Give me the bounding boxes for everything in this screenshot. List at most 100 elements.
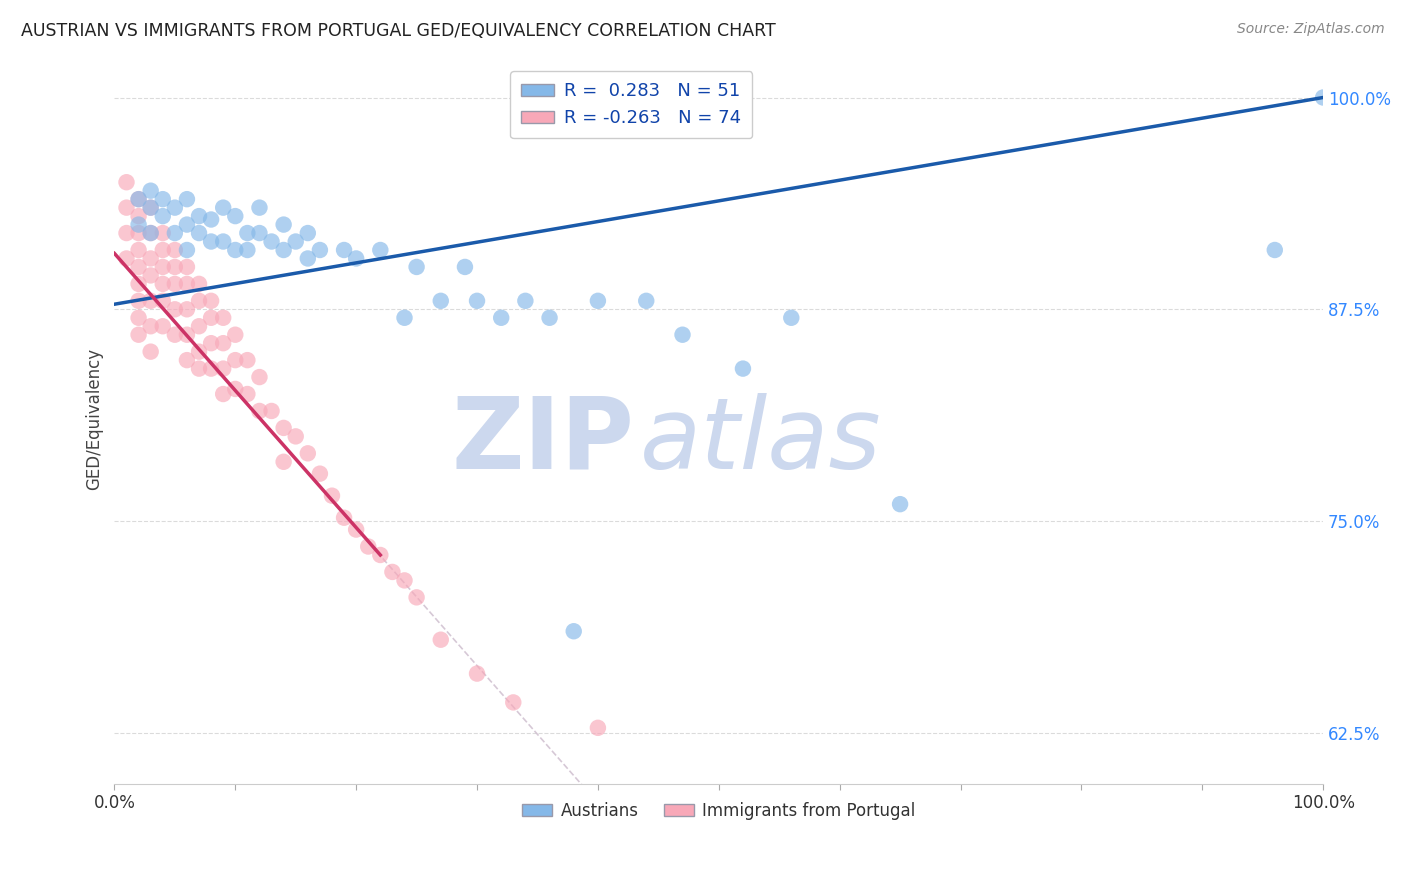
Point bbox=[636, 293, 658, 308]
Point bbox=[284, 429, 307, 443]
Point bbox=[163, 201, 186, 215]
Point bbox=[115, 226, 138, 240]
Point bbox=[394, 310, 416, 325]
Point bbox=[465, 666, 488, 681]
Point bbox=[139, 252, 162, 266]
Point bbox=[128, 310, 150, 325]
Point bbox=[333, 243, 356, 257]
Point bbox=[139, 226, 162, 240]
Point bbox=[249, 201, 271, 215]
Point bbox=[188, 361, 211, 376]
Point bbox=[224, 209, 246, 223]
Point bbox=[1312, 90, 1334, 104]
Point bbox=[176, 192, 198, 206]
Point bbox=[176, 260, 198, 274]
Point bbox=[224, 327, 246, 342]
Text: ZIP: ZIP bbox=[451, 392, 634, 490]
Point bbox=[297, 252, 319, 266]
Point bbox=[465, 293, 488, 308]
Point bbox=[889, 497, 911, 511]
Point bbox=[538, 310, 561, 325]
Point bbox=[152, 192, 174, 206]
Point bbox=[128, 226, 150, 240]
Point bbox=[152, 319, 174, 334]
Point bbox=[200, 293, 222, 308]
Point bbox=[394, 574, 416, 588]
Point bbox=[188, 319, 211, 334]
Point bbox=[128, 192, 150, 206]
Point bbox=[139, 226, 162, 240]
Legend: Austrians, Immigrants from Portugal: Austrians, Immigrants from Portugal bbox=[516, 795, 922, 826]
Point bbox=[273, 218, 295, 232]
Point bbox=[139, 344, 162, 359]
Point bbox=[309, 243, 332, 257]
Point bbox=[333, 510, 356, 524]
Point bbox=[249, 404, 271, 418]
Text: atlas: atlas bbox=[640, 392, 882, 490]
Point bbox=[1264, 243, 1286, 257]
Point bbox=[128, 327, 150, 342]
Point bbox=[586, 721, 609, 735]
Point bbox=[405, 591, 427, 605]
Point bbox=[321, 489, 343, 503]
Point bbox=[128, 218, 150, 232]
Point bbox=[188, 277, 211, 291]
Point bbox=[163, 243, 186, 257]
Point bbox=[405, 260, 427, 274]
Point bbox=[429, 293, 451, 308]
Point bbox=[176, 327, 198, 342]
Point bbox=[152, 277, 174, 291]
Point bbox=[212, 201, 235, 215]
Point bbox=[671, 327, 693, 342]
Point bbox=[188, 209, 211, 223]
Point bbox=[128, 209, 150, 223]
Point bbox=[212, 235, 235, 249]
Point bbox=[273, 455, 295, 469]
Point bbox=[344, 252, 367, 266]
Text: Source: ZipAtlas.com: Source: ZipAtlas.com bbox=[1237, 22, 1385, 37]
Point bbox=[139, 201, 162, 215]
Point bbox=[176, 277, 198, 291]
Point bbox=[309, 467, 332, 481]
Point bbox=[176, 243, 198, 257]
Point bbox=[176, 353, 198, 368]
Point bbox=[163, 226, 186, 240]
Point bbox=[139, 268, 162, 283]
Point bbox=[429, 632, 451, 647]
Point bbox=[115, 175, 138, 189]
Point bbox=[152, 293, 174, 308]
Point bbox=[163, 327, 186, 342]
Point bbox=[284, 235, 307, 249]
Point bbox=[370, 548, 392, 562]
Point bbox=[163, 302, 186, 317]
Point bbox=[200, 212, 222, 227]
Point bbox=[128, 293, 150, 308]
Point bbox=[224, 243, 246, 257]
Point bbox=[562, 624, 585, 639]
Point bbox=[212, 387, 235, 401]
Point bbox=[297, 226, 319, 240]
Point bbox=[212, 361, 235, 376]
Point bbox=[139, 201, 162, 215]
Point bbox=[515, 293, 537, 308]
Point bbox=[454, 260, 477, 274]
Point bbox=[152, 260, 174, 274]
Point bbox=[249, 226, 271, 240]
Point bbox=[236, 353, 259, 368]
Point bbox=[370, 243, 392, 257]
Point bbox=[128, 243, 150, 257]
Point bbox=[115, 201, 138, 215]
Point bbox=[260, 404, 283, 418]
Point bbox=[152, 226, 174, 240]
Point bbox=[780, 310, 803, 325]
Y-axis label: GED/Equivalency: GED/Equivalency bbox=[86, 349, 103, 491]
Point bbox=[260, 235, 283, 249]
Point bbox=[212, 310, 235, 325]
Point bbox=[152, 209, 174, 223]
Point bbox=[212, 336, 235, 351]
Point bbox=[236, 387, 259, 401]
Point bbox=[381, 565, 404, 579]
Point bbox=[344, 523, 367, 537]
Point bbox=[357, 540, 380, 554]
Point bbox=[163, 277, 186, 291]
